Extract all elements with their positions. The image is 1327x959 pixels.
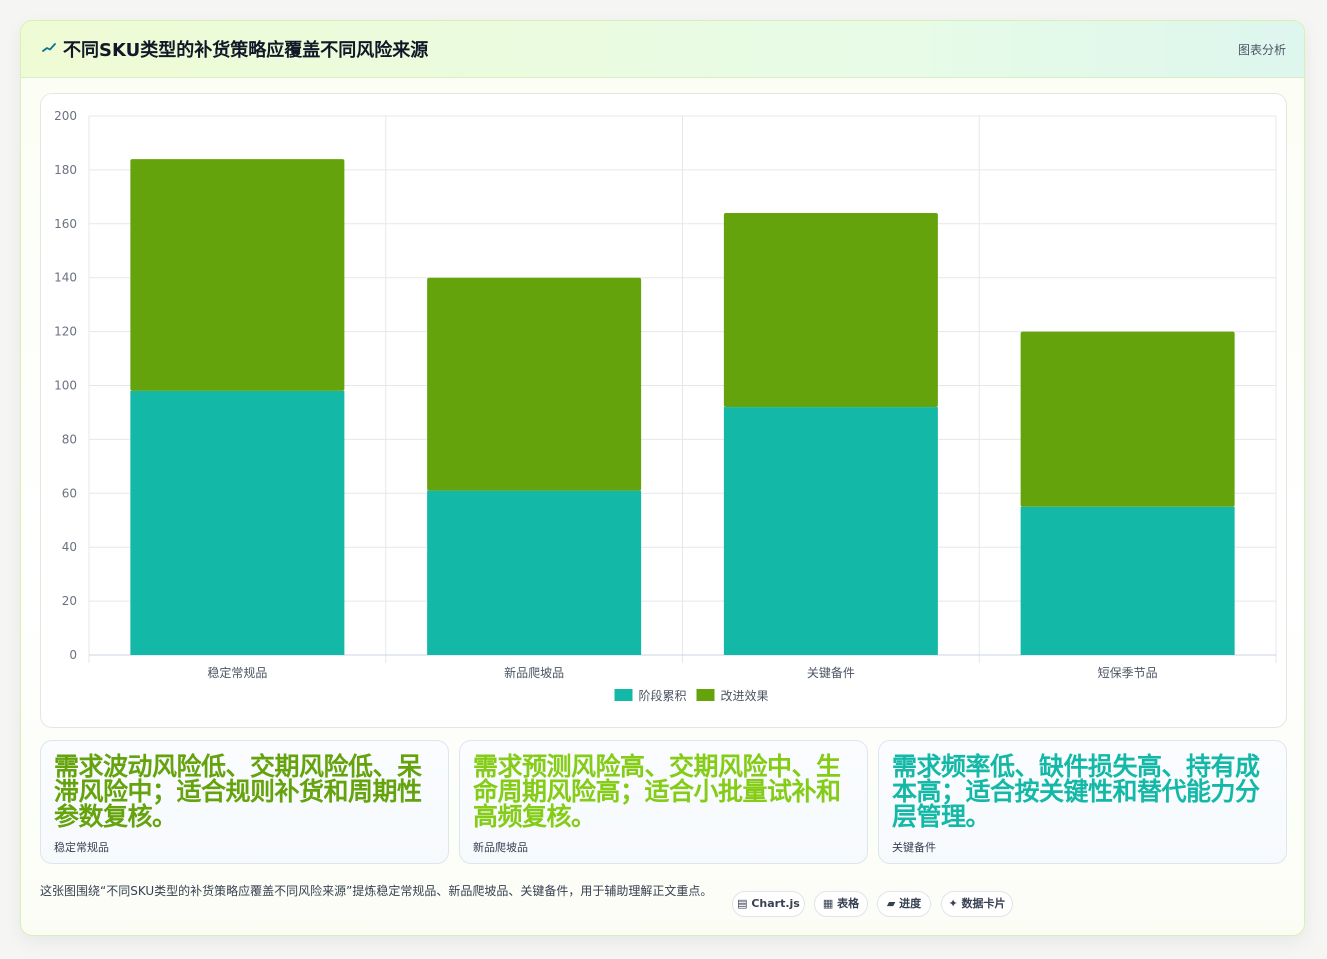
bar — [1020, 506, 1235, 655]
chart-analysis-badge: 图表分析 — [1237, 43, 1286, 57]
y-tick-label: 100 — [54, 379, 77, 393]
x-tick-label: 关键备件 — [807, 666, 855, 680]
tag-chartjs[interactable]: ▤ Chart.js — [732, 891, 805, 917]
card-header: 不同SKU类型的补货策略应覆盖不同风险来源 图表分析 — [21, 21, 1304, 78]
y-tick-label: 160 — [54, 217, 77, 231]
bar — [130, 159, 345, 391]
y-tick-label: 40 — [62, 540, 77, 554]
x-tick-label: 短保季节品 — [1098, 666, 1158, 680]
chart-card: 不同SKU类型的补货策略应覆盖不同风险来源 图表分析 0 20 40 60 80 100 1… — [20, 20, 1305, 936]
bar — [723, 407, 938, 655]
trend-line-icon — [42, 43, 56, 52]
info-card-label: 稳定常规品 — [54, 841, 109, 854]
legend-label: 阶段累积 — [639, 688, 687, 703]
legend-swatch — [614, 689, 633, 701]
legend-label: 改进效果 — [721, 688, 769, 703]
y-tick-label: 80 — [62, 432, 77, 446]
tag-data-cards[interactable]: ✦ 数据卡片 — [941, 891, 1013, 917]
chart-description: 这张图围绕“不同SKU类型的补货策略应覆盖不同风险来源”提炼稳定常规品、新品爬坡… — [40, 884, 713, 898]
tag-progress[interactable]: ▰ 进度 — [877, 891, 931, 917]
info-card-new: 需求预测风险高、交期风险中、生命周期风险高；适合小批量试补和高频复核。 新品爬坡… — [459, 740, 868, 864]
bar — [723, 213, 938, 408]
stacked-bar-chart: 0 20 40 60 80 100 120 140 160 180 200 稳定常规品 新品爬坡品 关键备… — [54, 109, 1277, 703]
bar — [1020, 331, 1235, 507]
bar — [427, 277, 642, 491]
y-tick-label: 140 — [54, 271, 77, 285]
page-title: 不同SKU类型的补货策略应覆盖不同风险来源 — [63, 40, 429, 61]
y-tick-label: 60 — [62, 486, 77, 500]
bar — [427, 490, 642, 655]
x-tick-label: 稳定常规品 — [207, 665, 267, 680]
info-card-stable: 需求波动风险低、交期风险低、呆滞风险中；适合规则补货和周期性参数复核。 稳定常规… — [40, 740, 449, 864]
x-tick-label: 新品爬坡品 — [504, 665, 564, 680]
info-card-label: 关键备件 — [892, 841, 936, 854]
info-card-value: 需求频率低、缺件损失高、持有成本高；适合按关键性和替代能力分层管理。 — [892, 752, 1260, 831]
y-tick-label: 120 — [54, 325, 77, 339]
bar — [130, 390, 345, 655]
legend-swatch — [696, 689, 715, 701]
chart-panel: 0 20 40 60 80 100 120 140 160 180 200 稳定常规品 新品爬坡品 关键备… — [40, 93, 1287, 728]
info-card-label: 新品爬坡品 — [473, 841, 528, 854]
y-tick-label: 0 — [69, 648, 77, 662]
info-card-value: 需求预测风险高、交期风险中、生命周期风险高；适合小批量试补和高频复核。 — [473, 752, 841, 831]
info-card-spare: 需求频率低、缺件损失高、持有成本高；适合按关键性和替代能力分层管理。 关键备件 — [878, 740, 1287, 864]
y-tick-label: 20 — [62, 594, 77, 608]
info-card-value: 需求波动风险低、交期风险低、呆滞风险中；适合规则补货和周期性参数复核。 — [54, 752, 422, 831]
tag-table[interactable]: ▦ 表格 — [814, 891, 868, 917]
y-tick-label: 180 — [54, 163, 77, 177]
y-tick-label: 200 — [54, 109, 77, 123]
